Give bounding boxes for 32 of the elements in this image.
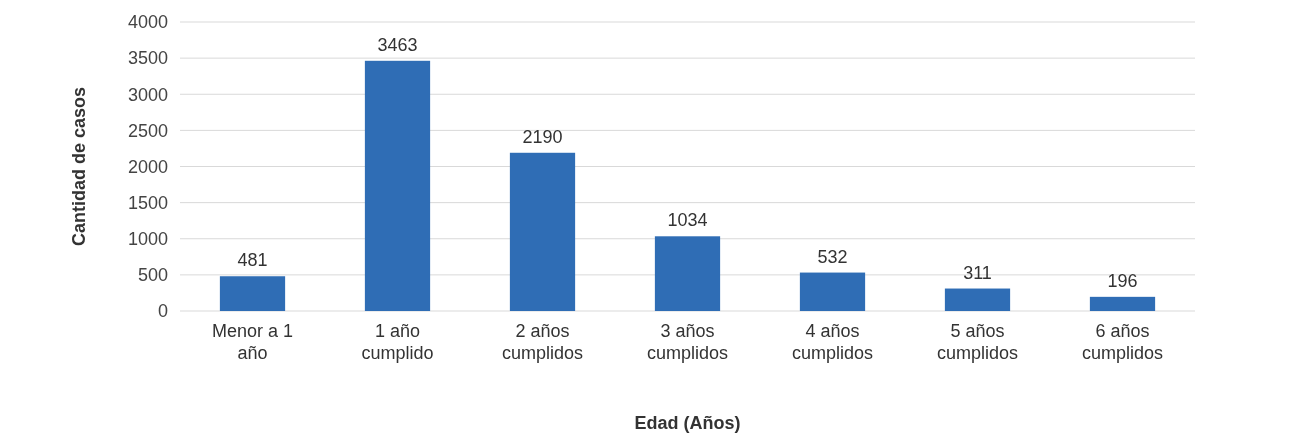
bar xyxy=(654,236,721,311)
x-tick-label: 2 años cumplidos xyxy=(501,321,584,363)
y-axis-title: Cantidad de casos xyxy=(69,86,89,247)
y-tick-label: 500 xyxy=(137,265,168,286)
bar xyxy=(509,152,576,311)
y-tick-label: 0 xyxy=(157,301,168,322)
y-tick-label: 2000 xyxy=(127,156,168,177)
data-label: 3463 xyxy=(377,34,418,55)
x-tick-label: 5 años cumplidos xyxy=(936,321,1019,363)
x-tick-label: 6 años cumplidos xyxy=(1081,321,1164,363)
y-tick-label: 3500 xyxy=(127,48,168,69)
y-tick-label: 3000 xyxy=(127,84,168,105)
bar xyxy=(1089,296,1156,311)
bar xyxy=(219,276,286,311)
x-tick-label: Menor a 1 año xyxy=(211,321,294,363)
y-tick-label: 4000 xyxy=(127,12,168,33)
y-tick-label: 2500 xyxy=(127,120,168,141)
x-axis-title: Edad (Años) xyxy=(634,413,741,433)
data-label: 311 xyxy=(963,262,992,283)
x-tick-label: 1 año cumplido xyxy=(361,321,434,363)
data-label: 481 xyxy=(237,250,268,271)
y-tick-label: 1000 xyxy=(127,229,168,250)
x-tick-label: 3 años cumplidos xyxy=(646,321,729,363)
bar xyxy=(944,288,1011,311)
bar xyxy=(799,272,866,311)
data-label: 196 xyxy=(1107,270,1138,291)
bar xyxy=(364,60,431,311)
data-label: 1034 xyxy=(667,210,708,231)
x-tick-label: 4 años cumplidos xyxy=(791,321,874,363)
y-tick-label: 1500 xyxy=(127,192,168,213)
data-label: 532 xyxy=(817,246,848,267)
data-label: 2190 xyxy=(522,126,563,147)
